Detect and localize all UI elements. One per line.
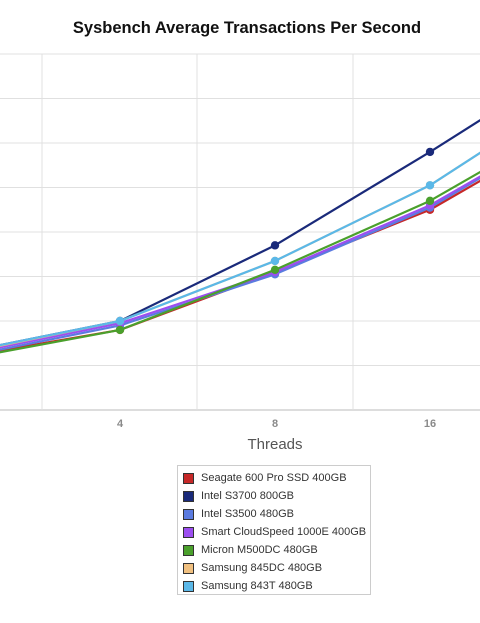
legend-swatch	[183, 472, 194, 484]
data-point	[115, 325, 125, 335]
x-axis-label: Threads	[247, 436, 303, 453]
x-tick-labels: 4 8 16	[117, 418, 436, 430]
grid	[0, 53, 480, 411]
legend-label: Samsung 845DC 480GB	[201, 562, 323, 574]
chart-title: Sysbench Average Transactions Per Second	[72, 19, 422, 37]
legend-swatch	[183, 526, 194, 538]
series-lines	[0, 119, 480, 354]
legend-item[interactable]: Intel S3700 800GB	[178, 487, 370, 505]
legend-label: Smart CloudSpeed 1000E 400GB	[201, 526, 367, 538]
legend: Seagate 600 Pro SSD 400GB Intel S3700 800…	[177, 465, 371, 595]
legend-item[interactable]: Intel S3500 480GB	[178, 505, 370, 523]
legend-swatch	[183, 490, 194, 502]
legend-label: Intel S3700 800GB	[201, 490, 294, 502]
legend-label: Micron M500DC 480GB	[201, 544, 318, 556]
x-tick-label: 8	[272, 418, 278, 430]
series-4	[0, 170, 480, 354]
legend-item[interactable]: Seagate 600 Pro SSD 400GB	[178, 469, 370, 487]
data-point	[270, 265, 280, 275]
x-tick-label: 16	[424, 418, 436, 430]
legend-swatch	[183, 508, 194, 520]
legend-swatch	[183, 544, 194, 556]
series-3	[0, 175, 480, 349]
data-point	[270, 256, 280, 266]
data-point	[270, 241, 280, 250]
legend-swatch	[183, 562, 194, 574]
series-line	[0, 175, 480, 349]
legend-item[interactable]: Samsung 845DC 480GB	[178, 559, 370, 577]
legend-swatch	[183, 580, 194, 592]
legend-label: Seagate 600 Pro SSD 400GB	[201, 472, 347, 484]
data-point	[425, 147, 435, 157]
legend-item[interactable]: Micron M500DC 480GB	[178, 541, 370, 559]
series-line	[0, 170, 480, 354]
x-tick-label: 4	[117, 418, 124, 430]
legend-item[interactable]: Samsung 843T 480GB	[178, 577, 370, 595]
legend-label: Intel S3500 480GB	[201, 508, 294, 520]
legend-item[interactable]: Smart CloudSpeed 1000E 400GB	[178, 523, 370, 541]
series-6	[0, 151, 480, 347]
legend-label: Samsung 843T 480GB	[201, 580, 313, 592]
data-point	[115, 316, 125, 326]
data-point	[425, 196, 435, 206]
data-point	[425, 181, 435, 190]
